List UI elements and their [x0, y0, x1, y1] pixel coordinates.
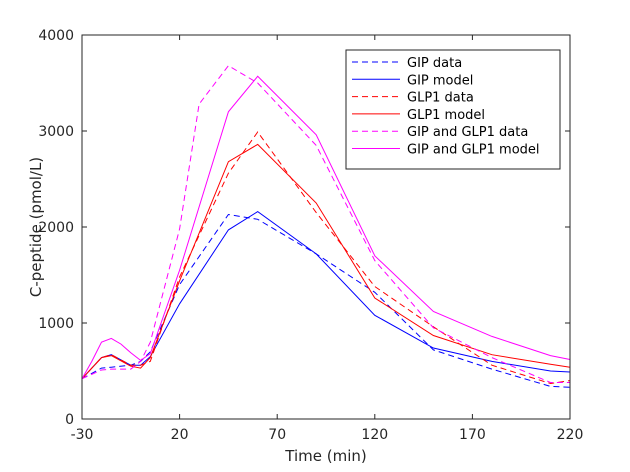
y-axis-title: C-peptide (pmol/L)	[27, 157, 45, 297]
legend-label-3: GLP1 model	[407, 108, 485, 123]
series-line-5	[81, 75, 571, 379]
y-tick-label: 2000	[38, 220, 74, 236]
series-line-0	[81, 213, 571, 388]
legend-box	[345, 49, 561, 170]
series-line-4	[81, 65, 570, 383]
x-tick-label: 220	[557, 427, 584, 443]
y-tick-label: 0	[65, 412, 74, 428]
x-tick-label: 120	[361, 427, 388, 443]
y-tick-label: 4000	[38, 28, 74, 44]
x-tick-label: 70	[268, 427, 286, 443]
x-tick-label: 170	[459, 427, 486, 443]
series-line-2	[81, 131, 571, 385]
legend-label-5: GIP and GLP1 model	[407, 143, 540, 158]
series-layer	[81, 65, 571, 388]
y-tick-label: 3000	[38, 124, 74, 140]
legend-label-1: GIP model	[407, 73, 473, 88]
x-tick-label: 20	[171, 427, 189, 443]
legend: GIP data GIP model GLP1 data GLP1 model GIP …	[345, 49, 561, 170]
legend-label-4: GIP and GLP1 data	[407, 125, 528, 140]
ticks-layer: -30 20 70 120 170 220 0 1000 2000 3000 4000	[38, 28, 583, 443]
series-line-3	[81, 143, 571, 380]
x-tick-label: -30	[71, 427, 94, 443]
legend-label-0: GIP data	[407, 56, 462, 71]
legend-label-2: GLP1 data	[407, 91, 474, 106]
series-line-1	[81, 210, 571, 380]
x-axis-title: Time (min)	[284, 447, 366, 465]
y-tick-label: 1000	[38, 316, 74, 332]
